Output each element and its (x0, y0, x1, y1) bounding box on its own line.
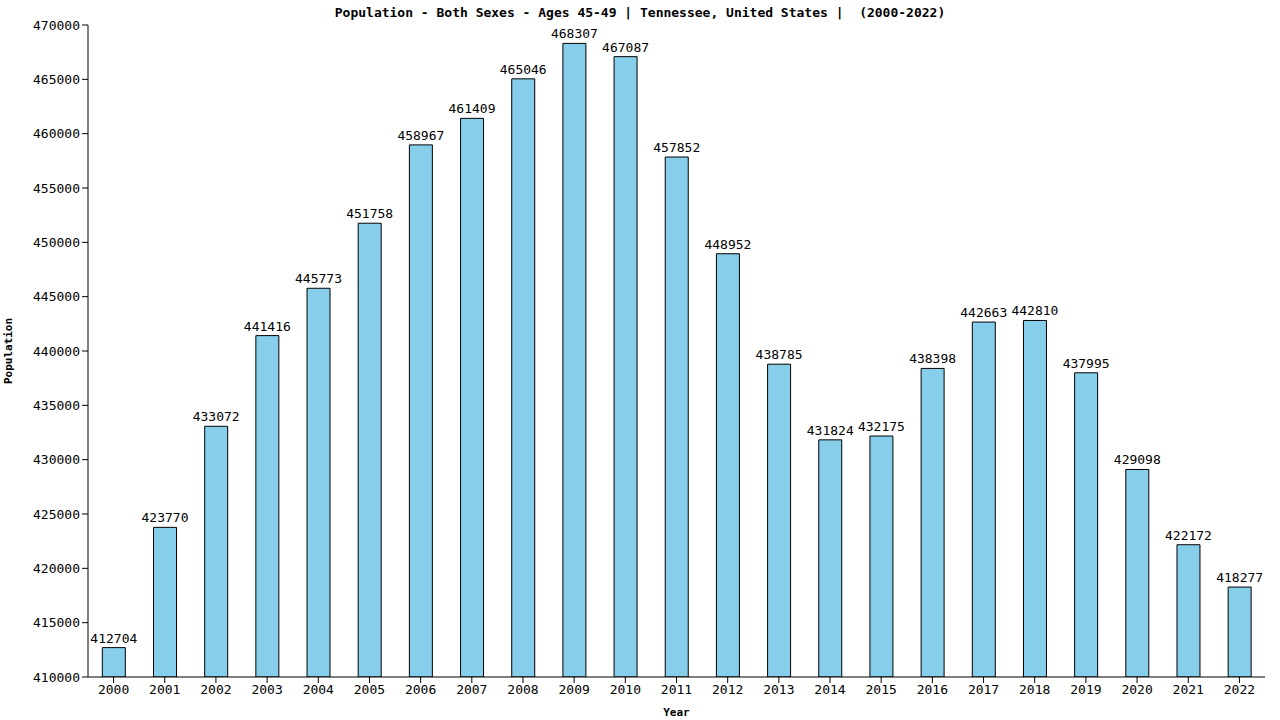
svg-text:432175: 432175 (858, 419, 905, 434)
svg-text:438398: 438398 (909, 351, 956, 366)
svg-text:420000: 420000 (33, 561, 80, 576)
svg-text:2017: 2017 (968, 682, 999, 697)
svg-text:2021: 2021 (1173, 682, 1204, 697)
svg-text:423770: 423770 (142, 510, 189, 525)
svg-text:425000: 425000 (33, 507, 80, 522)
svg-text:2004: 2004 (303, 682, 334, 697)
svg-text:2005: 2005 (354, 682, 385, 697)
svg-text:412704: 412704 (90, 631, 137, 646)
svg-text:Population: Population (8, 318, 15, 384)
svg-text:Year: Year (663, 706, 690, 719)
svg-text:2013: 2013 (763, 682, 794, 697)
svg-text:467087: 467087 (602, 40, 649, 55)
svg-text:465000: 465000 (33, 72, 80, 87)
svg-text:2007: 2007 (456, 682, 487, 697)
svg-text:2019: 2019 (1070, 682, 1101, 697)
svg-text:442810: 442810 (1011, 303, 1058, 318)
svg-text:445773: 445773 (295, 271, 342, 286)
svg-text:451758: 451758 (346, 206, 393, 221)
svg-text:445000: 445000 (33, 289, 80, 304)
svg-text:457852: 457852 (653, 140, 700, 155)
svg-text:410000: 410000 (33, 670, 80, 685)
svg-text:431824: 431824 (807, 423, 854, 438)
svg-text:2022: 2022 (1224, 682, 1255, 697)
svg-text:415000: 415000 (33, 615, 80, 630)
svg-text:441416: 441416 (244, 319, 291, 334)
svg-text:440000: 440000 (33, 344, 80, 359)
svg-text:438785: 438785 (756, 347, 803, 362)
svg-text:2008: 2008 (507, 682, 538, 697)
svg-text:2009: 2009 (558, 682, 589, 697)
svg-text:2012: 2012 (712, 682, 743, 697)
svg-text:448952: 448952 (704, 237, 751, 252)
svg-text:2010: 2010 (610, 682, 641, 697)
svg-text:2003: 2003 (251, 682, 282, 697)
svg-text:450000: 450000 (33, 235, 80, 250)
svg-text:470000: 470000 (33, 18, 80, 33)
svg-text:465046: 465046 (500, 62, 547, 77)
svg-text:2011: 2011 (661, 682, 692, 697)
svg-text:442663: 442663 (960, 305, 1007, 320)
svg-text:2000: 2000 (98, 682, 129, 697)
svg-text:429098: 429098 (1114, 452, 1161, 467)
svg-text:437995: 437995 (1063, 356, 1110, 371)
svg-text:2001: 2001 (149, 682, 180, 697)
svg-text:461409: 461409 (449, 101, 496, 116)
svg-text:2014: 2014 (814, 682, 845, 697)
svg-text:468307: 468307 (551, 26, 598, 41)
html-text:Population - Both Sexes - Ages: Population - Both Sexes - Ages 45-49 | T… (334, 5, 946, 20)
svg-text:2016: 2016 (917, 682, 948, 697)
svg-text:2006: 2006 (405, 682, 436, 697)
svg-text:430000: 430000 (33, 452, 80, 467)
svg-text:2002: 2002 (200, 682, 231, 697)
svg-text:460000: 460000 (33, 126, 80, 141)
svg-text:433072: 433072 (193, 409, 240, 424)
svg-text:2018: 2018 (1019, 682, 1050, 697)
svg-text:422172: 422172 (1165, 528, 1212, 543)
svg-text:458967: 458967 (397, 128, 444, 143)
svg-text:455000: 455000 (33, 181, 80, 196)
svg-text:418277: 418277 (1216, 570, 1263, 585)
svg-text:2020: 2020 (1121, 682, 1152, 697)
svg-text:2015: 2015 (866, 682, 897, 697)
svg-text:435000: 435000 (33, 398, 80, 413)
